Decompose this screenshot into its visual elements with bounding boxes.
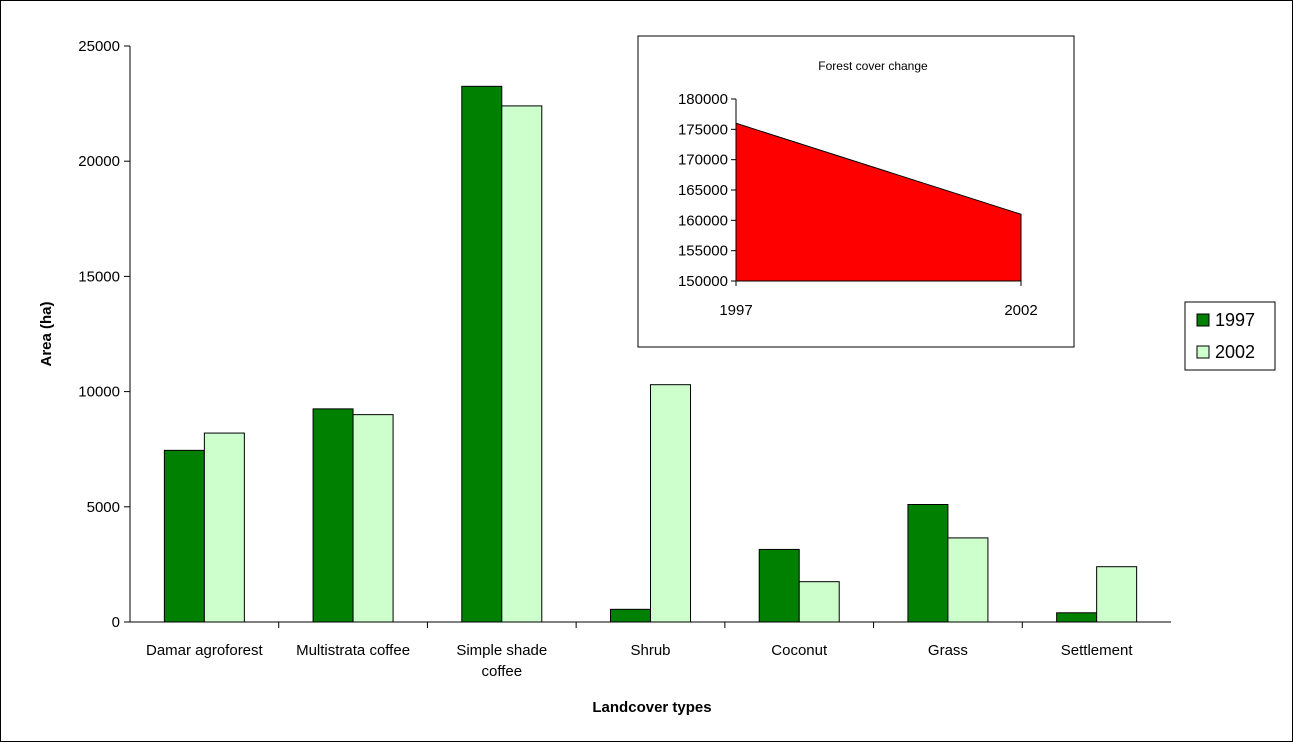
- bar-2002: [352, 414, 394, 623]
- bar-2002: [798, 581, 840, 623]
- bar-2002: [650, 384, 691, 623]
- bar-1997: [610, 608, 651, 623]
- x-tick-label: Grass: [928, 642, 968, 659]
- x-tick-labels: Damar agroforest Multistrata coffee Simple…: [146, 622, 1133, 680]
- inset-x-tick-label: 2002: [1004, 302, 1037, 319]
- inset-y-tick-label: 155000: [678, 243, 728, 260]
- x-tick-label: Multistrata coffee: [296, 642, 410, 659]
- bar-1997: [758, 548, 800, 623]
- bar-1997: [461, 85, 503, 623]
- bar-2002: [947, 537, 989, 623]
- legend-label-2002: 2002: [1215, 342, 1255, 362]
- legend-box: [1184, 301, 1276, 371]
- main-axes: [129, 46, 1171, 623]
- y-axis-label: Area (ha): [38, 301, 55, 366]
- y-ticks: 0 5000 10000 15000 20000 25000: [78, 38, 130, 631]
- inset-y-tick-label: 170000: [678, 152, 728, 169]
- inset-y-tick-label: 160000: [678, 212, 728, 229]
- x-axis-label: Landcover types: [592, 699, 711, 716]
- bar-2002: [203, 432, 245, 623]
- bar-1997: [907, 503, 949, 623]
- x-tick-label: coffee: [481, 663, 522, 680]
- y-tick-label: 10000: [78, 384, 120, 401]
- inset-y-tick-label: 150000: [678, 273, 728, 290]
- main-bars: [163, 85, 1138, 623]
- legend-swatch-2002: [1196, 345, 1210, 359]
- inset-y-tick-label: 180000: [678, 91, 728, 108]
- inset-y-tick-label: 165000: [678, 182, 728, 199]
- inset-y-ticks: 150000 155000 160000 165000 170000 175000 1800…: [678, 91, 736, 290]
- bar-1997: [1056, 612, 1098, 623]
- x-tick-label: Coconut: [771, 642, 828, 659]
- y-tick-label: 25000: [78, 38, 120, 55]
- inset-y-tick-label: 175000: [678, 121, 728, 138]
- legend: 1997 2002: [1184, 301, 1276, 371]
- inset-x-ticks: 1997 2002: [719, 281, 1038, 319]
- x-tick-label: Damar agroforest: [146, 642, 264, 659]
- y-tick-label: 5000: [87, 499, 120, 516]
- inset-x-tick-label: 1997: [719, 302, 752, 319]
- bar-1997: [163, 449, 205, 623]
- bar-2002: [1096, 566, 1138, 623]
- legend-label-1997: 1997: [1215, 310, 1255, 330]
- inset-chart: Forest cover change 150000 155000 160000 16…: [637, 35, 1075, 348]
- y-tick-label: 0: [112, 614, 120, 631]
- y-tick-label: 15000: [78, 268, 120, 285]
- legend-swatch-1997: [1196, 313, 1210, 327]
- y-tick-label: 20000: [78, 153, 120, 170]
- bar-2002: [501, 105, 543, 623]
- x-tick-label: Simple shade: [456, 642, 547, 659]
- x-tick-label: Shrub: [630, 642, 670, 659]
- x-tick-label: Settlement: [1061, 642, 1134, 659]
- inset-title: Forest cover change: [818, 59, 928, 73]
- bar-1997: [312, 408, 354, 623]
